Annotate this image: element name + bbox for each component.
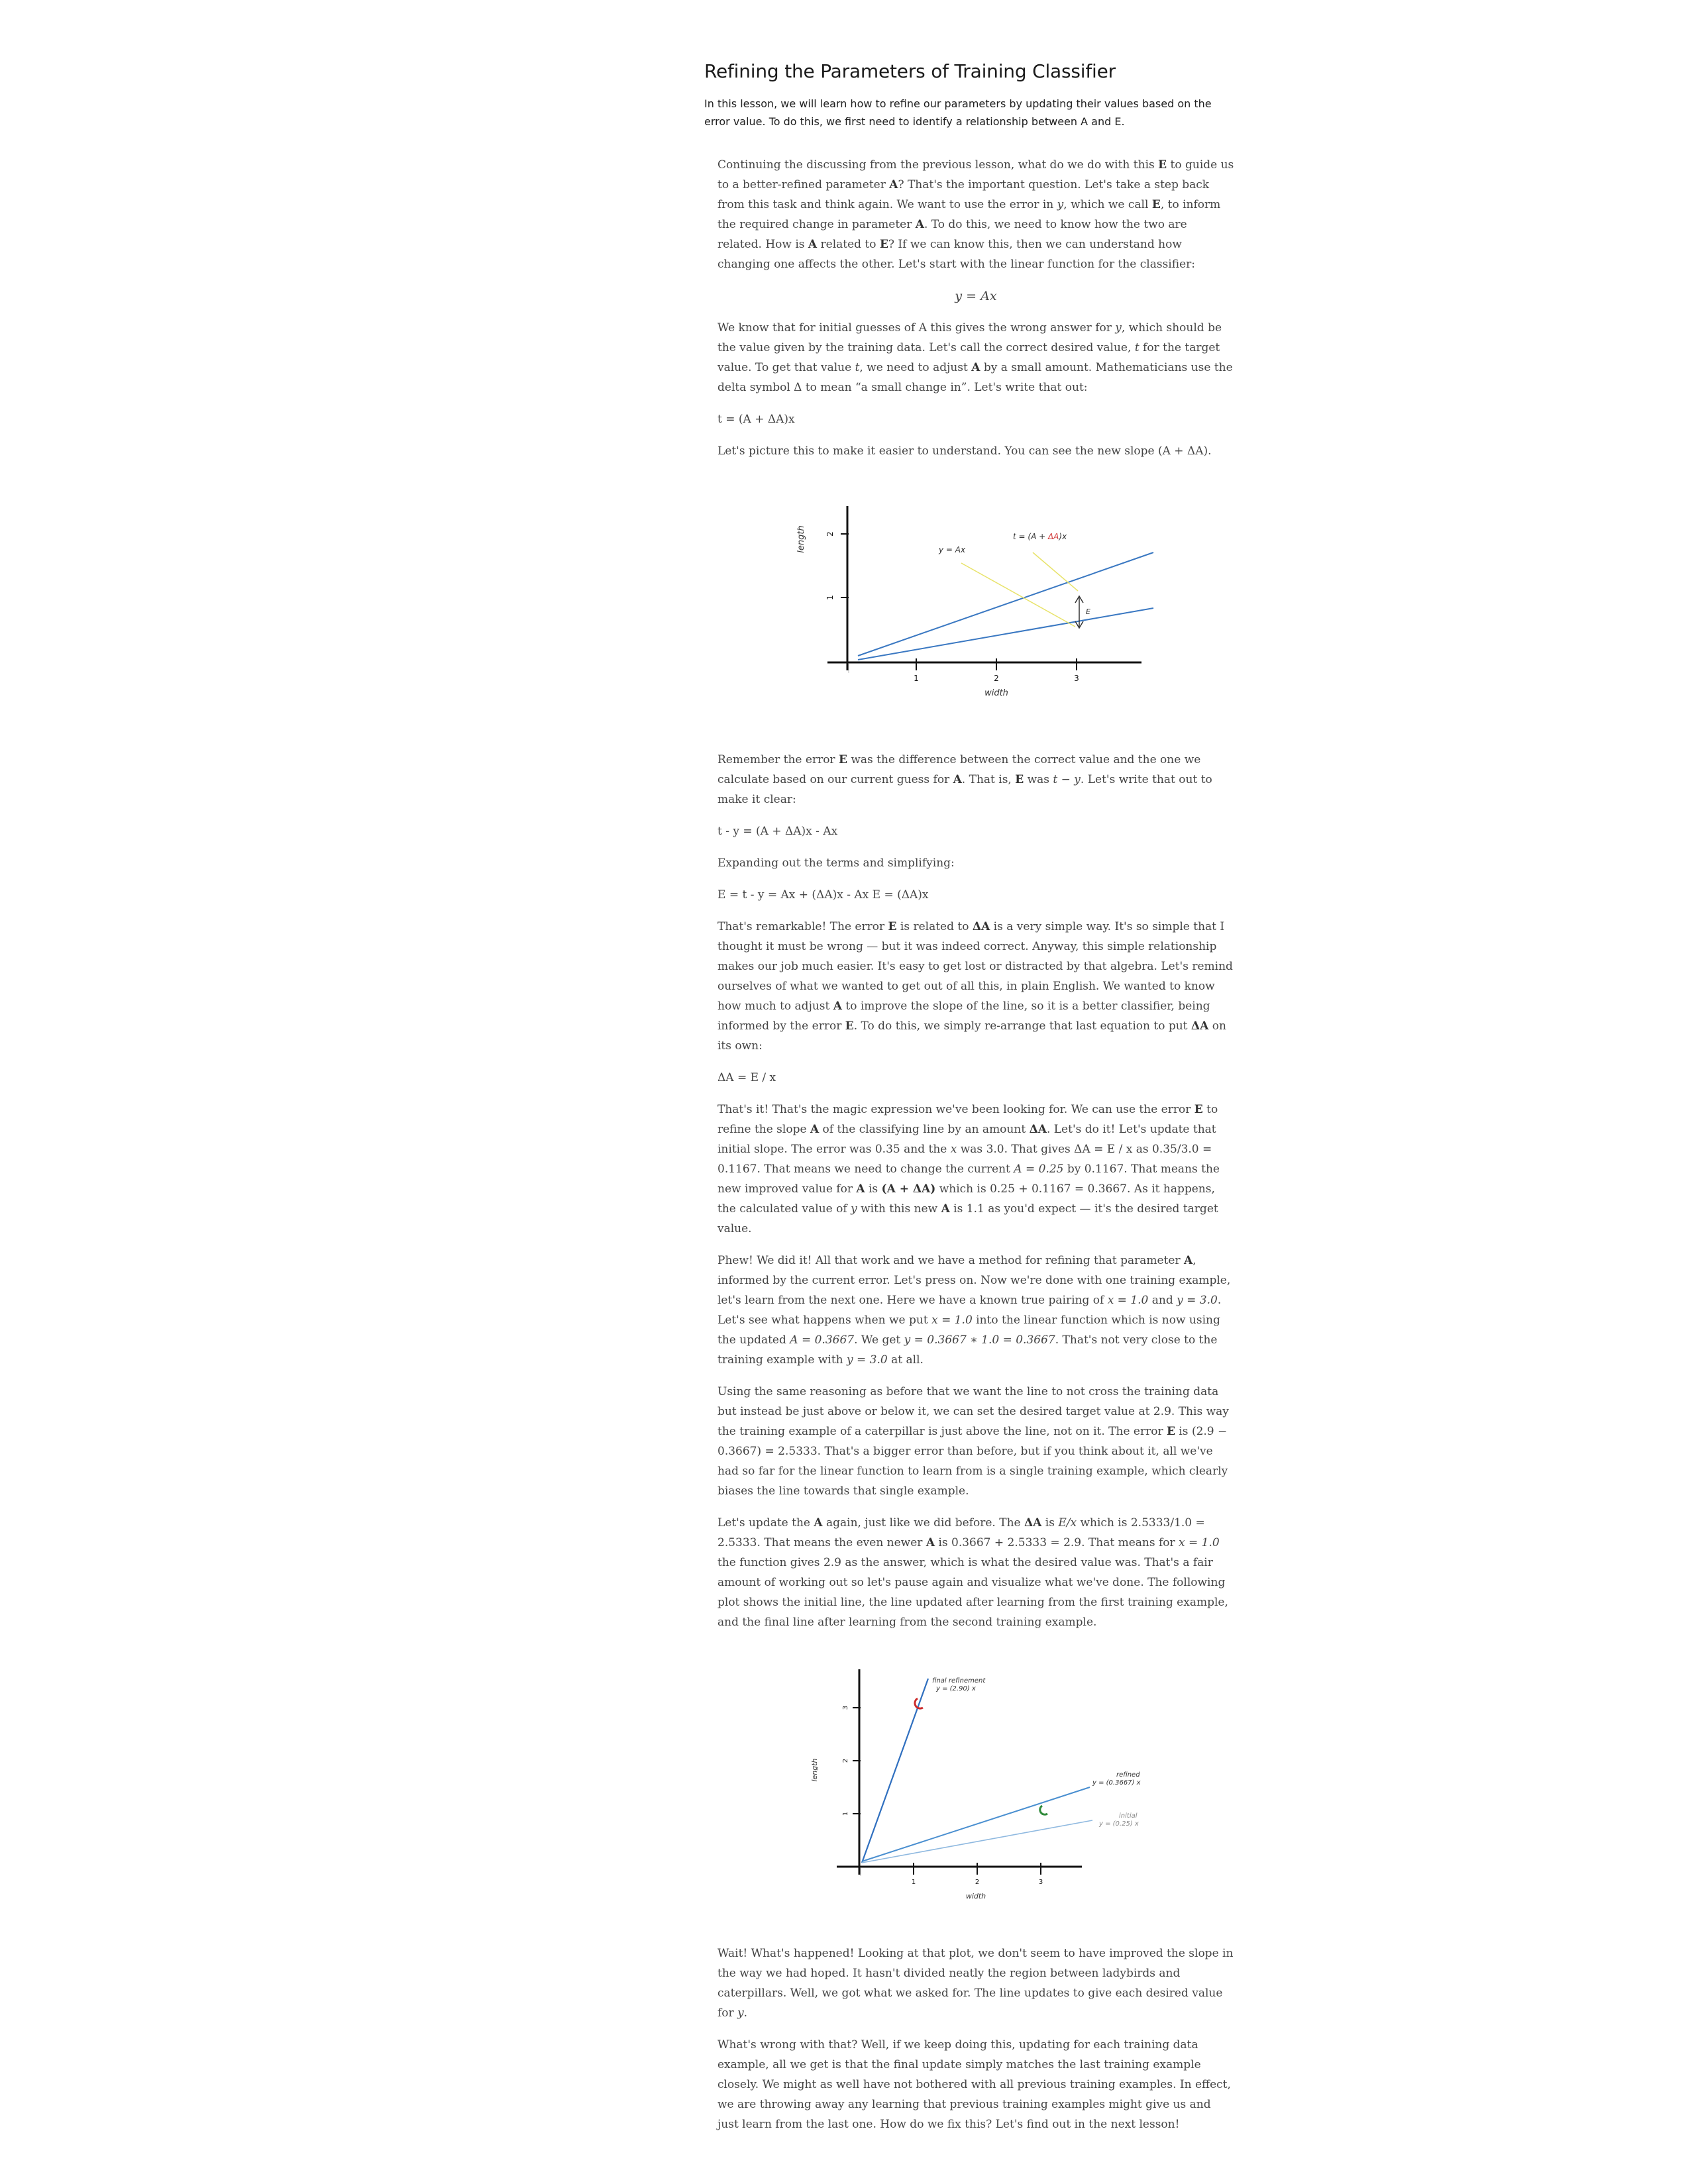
x-tick-label: 3 — [1039, 1879, 1043, 1886]
equation-error-diff: t - y = (A + ΔA)x - Ax — [717, 825, 838, 838]
x-axis-label: width — [984, 688, 1008, 698]
ladybird-marker — [914, 1697, 924, 1710]
lesson-intro: In this lesson, we will learn how to ref… — [704, 97, 1212, 128]
paragraph-7: That's it! That's the magic expression w… — [717, 1103, 1220, 1235]
y-axis-label: length — [810, 1758, 819, 1781]
paragraph-5: Expanding out the terms and simplifying: — [717, 857, 955, 870]
paragraph-1: Continuing the discussing from the previ… — [717, 158, 1234, 271]
leader-t-label — [1032, 552, 1079, 592]
caterpillar-marker — [1039, 1804, 1048, 1816]
y-tick-label: 3 — [842, 1706, 849, 1710]
equation-linear: y = Ax — [955, 289, 997, 303]
figure-slope-adjustment: 1 2 1 2 3 length width — [717, 480, 1234, 730]
line-final — [861, 1678, 929, 1863]
x-tick-label: 3 — [1074, 674, 1079, 683]
error-arrowhead-top — [1075, 595, 1084, 603]
figure-1-svg: 1 2 1 2 3 length width — [796, 506, 1154, 698]
paragraph-10: Let's update the A again, just like we d… — [717, 1516, 1228, 1629]
line-y-ax — [857, 607, 1154, 660]
lesson-title: Refining the Parameters of Training Clas… — [704, 60, 1116, 82]
y-tick-label: 1 — [825, 595, 835, 600]
initial-line-equation: y = (0.25) x — [1098, 1820, 1139, 1828]
figure-2-svg: 1 2 3 1 2 3 length width — [810, 1669, 1141, 1900]
paragraph-3: Let's picture this to make it easier to … — [717, 444, 1212, 458]
paragraph-11: Wait! What's happened! Looking at that p… — [717, 1947, 1234, 2020]
figure-refinement-lines: 1 2 3 1 2 3 length width — [717, 1651, 1234, 1924]
y-tick-label: 1 — [842, 1812, 849, 1816]
error-arrowhead-bottom — [1075, 621, 1084, 629]
paragraph-8: Phew! We did it! All that work and we ha… — [717, 1254, 1231, 1367]
initial-line-label: initial — [1119, 1812, 1138, 1820]
equation-target: t = (A + ΔA)x — [717, 413, 795, 426]
paragraph-12: What's wrong with that? Well, if we keep… — [717, 2038, 1231, 2131]
equation-delta-a: ΔA = E / x — [717, 1071, 776, 1084]
paragraph-4: Remember the error E was the difference … — [717, 753, 1212, 806]
equation-simplified: E = t - y = Ax + (ΔA)x - Ax E = (ΔA)x — [717, 888, 929, 902]
leader-y-label — [961, 562, 1076, 627]
refined-line-label: refined — [1116, 1771, 1140, 1779]
x-axis-label: width — [966, 1892, 986, 1900]
refined-line-equation: y = (0.3667) x — [1092, 1779, 1141, 1787]
paragraph-6: That's remarkable! The error E is relate… — [717, 920, 1233, 1053]
error-label: E — [1086, 607, 1090, 616]
paragraph-2: We know that for initial guesses of A th… — [717, 321, 1233, 394]
line-t-adjusted — [857, 552, 1154, 656]
x-tick-label: 1 — [914, 674, 919, 683]
x-tick-label: 1 — [912, 1879, 916, 1886]
line-refined — [861, 1787, 1090, 1862]
x-tick-label: 2 — [975, 1879, 979, 1886]
lesson-article: Continuing the discussing from the previ… — [717, 155, 1234, 2146]
label-y-ax: y = Ax — [938, 545, 966, 554]
final-line-equation: y = (2.90) x — [935, 1685, 976, 1692]
label-t-adjusted: t = (A + ΔA)x — [1013, 532, 1067, 541]
line-initial — [861, 1820, 1093, 1863]
final-line-label: final refinement — [932, 1677, 986, 1685]
y-tick-label: 2 — [842, 1759, 849, 1763]
y-tick-label: 2 — [825, 531, 835, 537]
y-axis-label: length — [796, 525, 806, 552]
paragraph-9: Using the same reasoning as before that … — [717, 1385, 1229, 1498]
x-tick-label: 2 — [994, 674, 999, 683]
